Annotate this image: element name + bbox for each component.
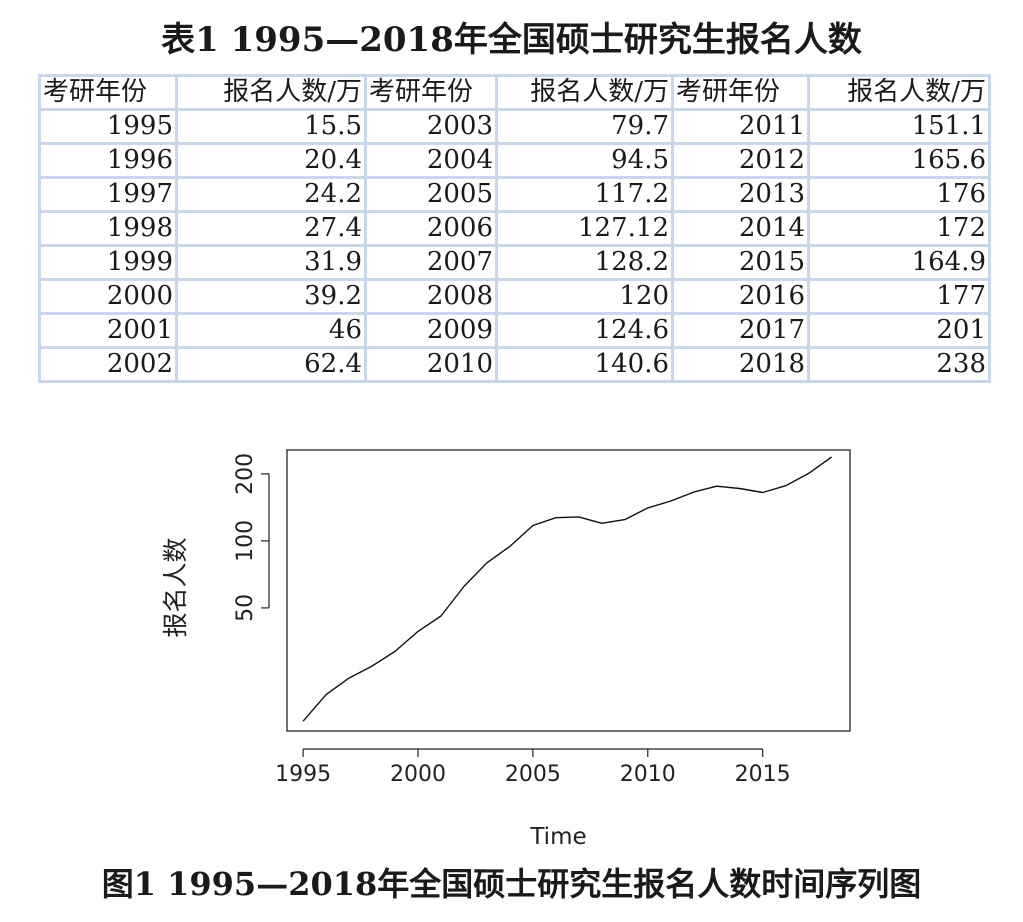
count-cell: 24.2 — [175, 176, 367, 213]
enrollment-table: 考研年份 报名人数/万 考研年份 报名人数/万 考研年份 报名人数/万 1995… — [38, 74, 991, 383]
count-cell: 117.2 — [495, 176, 674, 213]
year-cell: 2013 — [671, 176, 810, 213]
series-line — [302, 456, 833, 722]
table-row: 1995 15.5 2003 79.7 2011 151.1 — [38, 108, 991, 145]
count-cell: 172 — [807, 210, 991, 247]
x-tick-label: 1995 — [275, 762, 331, 787]
table-title: 表1 1995—2018年全国硕士研究生报名人数 — [161, 20, 862, 60]
count-cell: 177 — [807, 278, 991, 315]
year-cell: 2015 — [671, 244, 810, 281]
y-tick-label: 50 — [233, 594, 258, 622]
count-cell: 79.7 — [495, 108, 674, 145]
count-cell: 176 — [807, 176, 991, 213]
x-tick-label: 2010 — [620, 762, 676, 787]
count-cell: 128.2 — [495, 244, 674, 281]
table-row: 2000 39.2 2008 120 2016 177 — [38, 278, 991, 315]
count-cell: 94.5 — [495, 142, 674, 179]
year-cell: 2016 — [671, 278, 810, 315]
count-cell: 124.6 — [495, 312, 674, 349]
count-cell: 15.5 — [175, 108, 367, 145]
count-cell: 140.6 — [495, 346, 674, 383]
year-cell: 2011 — [671, 108, 810, 145]
year-cell: 1996 — [38, 142, 178, 179]
header-year: 考研年份 — [364, 74, 498, 111]
table-row: 2001 46 2009 124.6 2017 201 — [38, 312, 991, 349]
count-cell: 201 — [807, 312, 991, 349]
year-cell: 2005 — [364, 176, 498, 213]
x-tick-label: 2000 — [390, 762, 446, 787]
header-count: 报名人数/万 — [495, 74, 674, 111]
year-cell: 2010 — [364, 346, 498, 383]
count-cell: 62.4 — [175, 346, 367, 383]
count-cell: 46 — [175, 312, 367, 349]
table-row: 1999 31.9 2007 128.2 2015 164.9 — [38, 244, 991, 281]
table-row: 2002 62.4 2010 140.6 2018 238 — [38, 346, 991, 383]
x-tick-label: 2005 — [505, 762, 561, 787]
count-cell: 151.1 — [807, 108, 991, 145]
year-cell: 2001 — [38, 312, 178, 349]
figure-caption: 图1 1995—2018年全国硕士研究生报名人数时间序列图 — [101, 865, 922, 903]
plot-frame — [286, 449, 851, 732]
count-cell: 120 — [495, 278, 674, 315]
year-cell: 1999 — [38, 244, 178, 281]
year-cell: 2018 — [671, 346, 810, 383]
year-cell: 2012 — [671, 142, 810, 179]
year-cell: 2003 — [364, 108, 498, 145]
year-cell: 1998 — [38, 210, 178, 247]
count-cell: 20.4 — [175, 142, 367, 179]
count-cell: 127.12 — [495, 210, 674, 247]
year-cell: 2002 — [38, 346, 178, 383]
y-tick-label: 200 — [233, 453, 258, 495]
count-cell: 27.4 — [175, 210, 367, 247]
time-series-chart: 1995 2000 2005 2010 2015 50 100 200 Time 报名人数 — [160, 440, 860, 864]
header-year: 考研年份 — [671, 74, 810, 111]
year-cell: 1995 — [38, 108, 178, 145]
y-axis-label: 报名人数 — [161, 537, 190, 637]
year-cell: 2006 — [364, 210, 498, 247]
count-cell: 31.9 — [175, 244, 367, 281]
chart-canvas: 1995 2000 2005 2010 2015 50 100 200 Time 报名人数 — [161, 449, 851, 850]
table-header-row: 考研年份 报名人数/万 考研年份 报名人数/万 考研年份 报名人数/万 — [38, 74, 991, 111]
year-cell: 2000 — [38, 278, 178, 315]
table-row: 1997 24.2 2005 117.2 2013 176 — [38, 176, 991, 213]
count-cell: 165.6 — [807, 142, 991, 179]
count-cell: 39.2 — [175, 278, 367, 315]
x-axis-label: Time — [529, 824, 586, 850]
year-cell: 2009 — [364, 312, 498, 349]
header-year: 考研年份 — [38, 74, 178, 111]
header-count: 报名人数/万 — [807, 74, 991, 111]
year-cell: 2014 — [671, 210, 810, 247]
y-tick-label: 100 — [233, 520, 258, 562]
year-cell: 2004 — [364, 142, 498, 179]
count-cell: 238 — [807, 346, 991, 383]
count-cell: 164.9 — [807, 244, 991, 281]
year-cell: 2007 — [364, 244, 498, 281]
table-row: 1996 20.4 2004 94.5 2012 165.6 — [38, 142, 991, 179]
year-cell: 2017 — [671, 312, 810, 349]
table-row: 1998 27.4 2006 127.12 2014 172 — [38, 210, 991, 247]
x-tick-label: 2015 — [735, 762, 791, 787]
year-cell: 2008 — [364, 278, 498, 315]
year-cell: 1997 — [38, 176, 178, 213]
header-count: 报名人数/万 — [175, 74, 367, 111]
